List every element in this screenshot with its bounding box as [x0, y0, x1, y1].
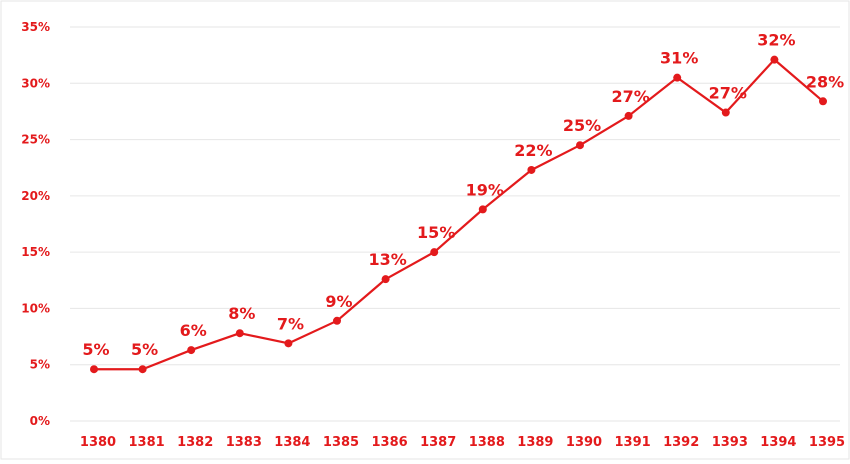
data-label: 8% [228, 304, 255, 323]
data-point [284, 339, 293, 348]
data-point [381, 275, 390, 284]
x-tick-label: 1395 [809, 435, 845, 450]
data-label: 27% [709, 84, 747, 103]
data-point [138, 365, 147, 374]
data-label: 7% [277, 314, 304, 333]
x-tick-label: 1386 [372, 435, 408, 450]
data-point [430, 248, 439, 257]
x-tick-label: 1394 [760, 435, 796, 450]
data-point [527, 165, 536, 174]
y-tick-label: 35% [21, 20, 50, 34]
data-label: 5% [131, 340, 158, 359]
y-tick-label: 15% [21, 245, 50, 259]
data-point [478, 205, 487, 214]
y-tick-label: 0% [30, 414, 50, 428]
data-label: 25% [563, 116, 601, 135]
x-tick-label: 1382 [177, 435, 213, 450]
series-line-group [94, 58, 824, 371]
series-line [94, 58, 824, 371]
data-point [624, 111, 633, 120]
data-labels: 5% 5% 6% 8% 7% 9% 13% 15% 19% 22% 25% 27% 31% 27% 32% 2… [82, 31, 844, 360]
data-label: 9% [325, 292, 352, 311]
x-tick-label: 1384 [274, 435, 310, 450]
data-label: 22% [514, 141, 552, 160]
x-tick-label: 1388 [469, 435, 505, 450]
x-tick-label: 1383 [226, 435, 262, 450]
y-tick-label: 20% [21, 189, 50, 203]
data-point [90, 365, 98, 374]
data-label: 13% [368, 250, 406, 269]
x-tick-label: 1391 [615, 435, 651, 450]
y-axis: 0% 5% 10% 15% 20% 25% 30% 35% [21, 20, 50, 428]
data-point [333, 316, 341, 325]
y-tick-label: 5% [30, 358, 50, 372]
data-point [673, 73, 682, 82]
data-label: 5% [82, 340, 109, 359]
data-label: 27% [611, 87, 649, 106]
x-tick-label: 1393 [712, 435, 748, 450]
data-point [819, 97, 827, 106]
y-tick-label: 30% [21, 76, 50, 90]
data-point [770, 55, 779, 64]
x-tick-label: 1385 [323, 435, 359, 450]
gridlines [70, 26, 840, 422]
data-label: 31% [660, 49, 698, 68]
data-label: 15% [417, 223, 455, 242]
data-label: 28% [806, 72, 844, 91]
x-tick-label: 1390 [566, 435, 602, 450]
x-axis: 1380 1381 1382 1383 1384 1385 1386 1387 1388 1389… [80, 435, 845, 450]
x-tick-label: 1389 [517, 435, 553, 450]
x-tick-label: 1381 [129, 435, 165, 450]
y-tick-label: 25% [21, 133, 50, 147]
data-label: 32% [757, 31, 795, 50]
data-point [576, 141, 584, 150]
x-tick-label: 1380 [80, 435, 116, 450]
data-label: 6% [180, 321, 207, 340]
data-points [90, 55, 827, 374]
data-label: 19% [466, 180, 504, 199]
x-tick-label: 1392 [663, 435, 699, 450]
x-tick-label: 1387 [420, 435, 456, 450]
y-tick-label: 10% [21, 301, 50, 315]
data-point [187, 346, 196, 355]
data-point [235, 329, 244, 338]
data-point [721, 108, 730, 117]
